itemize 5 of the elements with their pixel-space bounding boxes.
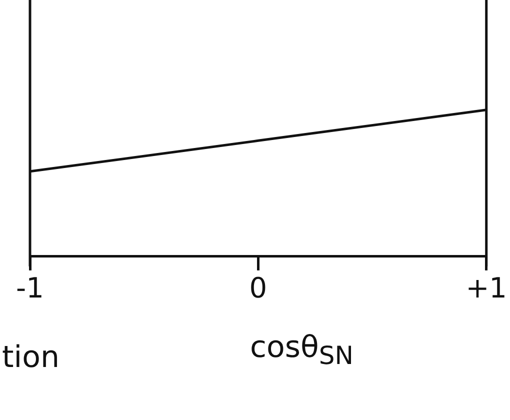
x-tick-label: 0 <box>249 271 268 304</box>
x-tick-label: -1 <box>16 271 44 304</box>
text: tion <box>2 340 60 375</box>
x-axis-title: cosθ$_{SN}$ <box>250 330 354 370</box>
x-tick-label: +1 <box>466 271 508 304</box>
